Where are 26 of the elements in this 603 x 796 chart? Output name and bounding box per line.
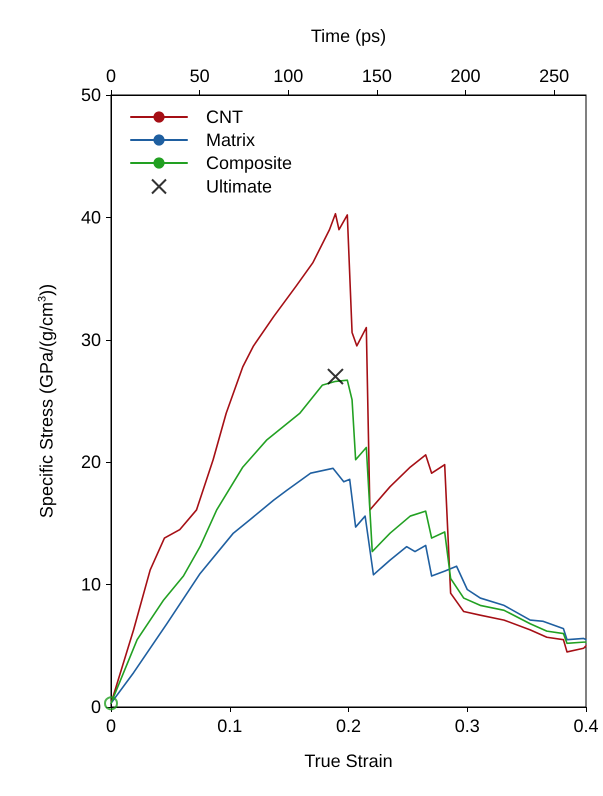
line-series xyxy=(110,212,587,704)
y-tick-label: 40 xyxy=(80,207,101,228)
legend-label: CNT xyxy=(206,107,243,127)
line-series xyxy=(110,468,587,704)
legend-label: Ultimate xyxy=(206,176,272,196)
legend-label: Composite xyxy=(206,153,292,173)
x-tick-label: 0.1 xyxy=(217,716,242,736)
x2-tick-label: 250 xyxy=(539,66,570,86)
y-tick-label: 30 xyxy=(80,330,101,350)
x-tick-label: 0 xyxy=(106,716,116,736)
x2-tick-label: 150 xyxy=(362,66,392,86)
y-tick-label: 20 xyxy=(80,452,101,472)
legend-label: Matrix xyxy=(206,130,255,150)
x-tick-label: 0.3 xyxy=(454,716,480,736)
x2-tick-label: 50 xyxy=(190,66,210,86)
y-axis-title: Specific Stress (GPa/(g/cm3)) xyxy=(36,284,56,518)
x2-tick-label: 200 xyxy=(450,66,480,86)
x2-axis-title: Time (ps) xyxy=(310,26,386,46)
x2-tick-label: 100 xyxy=(273,66,304,86)
x2-tick-label: 0 xyxy=(106,66,116,86)
x-tick-label: 0.4 xyxy=(573,716,599,736)
x-axis-title: True Strain xyxy=(304,751,393,771)
x-tick-label: 0.2 xyxy=(336,716,362,736)
y-tick-label: 0 xyxy=(90,697,101,717)
y-tick-label: 50 xyxy=(80,85,101,105)
y-tick-label: 10 xyxy=(80,574,101,595)
